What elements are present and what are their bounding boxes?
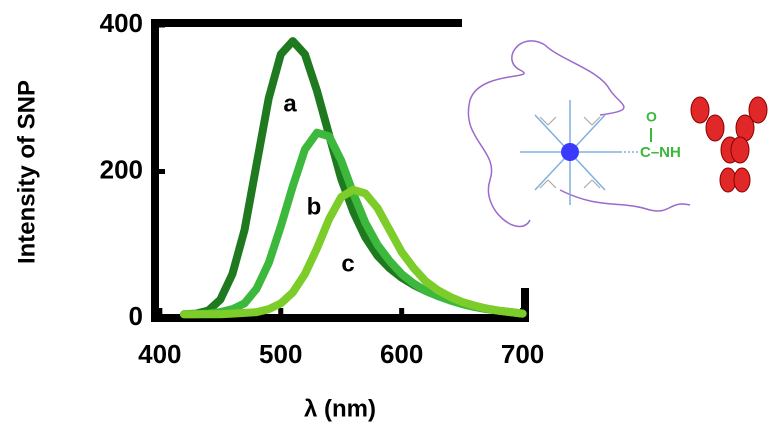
polymer-chain	[467, 40, 546, 228]
y-tick-label: 0	[129, 301, 143, 331]
dendrimer-branches	[539, 116, 601, 189]
y-tick-label: 200	[100, 154, 143, 184]
plot-area: 0 200 400 400 500 600 700 a b c	[100, 8, 545, 369]
series-label: a	[283, 90, 297, 117]
y-tick-label: 400	[100, 8, 143, 38]
dendrimer	[520, 100, 640, 205]
y-axis-label: Intensity of SNP	[13, 80, 40, 264]
polymer-chain	[544, 44, 625, 116]
x-tick-label: 500	[259, 339, 302, 369]
series-label: c	[341, 250, 354, 277]
x-tick-label: 400	[138, 339, 181, 369]
x-tick-label: 700	[501, 339, 544, 369]
linker-label: C–NH	[640, 144, 681, 161]
oxygen-label: O	[646, 109, 657, 125]
molecule-illustration: O C–NH	[467, 40, 768, 228]
polymer-chain	[559, 189, 691, 212]
x-axis-label: λ (nm)	[304, 395, 376, 422]
antibody	[690, 96, 768, 193]
x-tick-label: 600	[380, 339, 423, 369]
series-line	[180, 128, 527, 319]
series-line	[180, 185, 527, 319]
series-label: b	[307, 193, 322, 220]
nanoparticle-core	[561, 143, 579, 161]
